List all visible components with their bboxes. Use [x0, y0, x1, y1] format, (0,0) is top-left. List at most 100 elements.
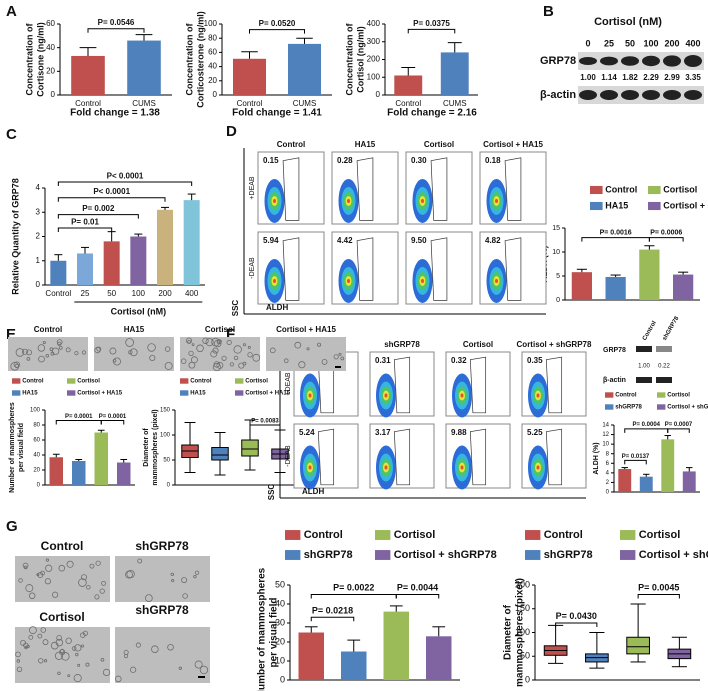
cell [22, 562, 29, 569]
cell [294, 341, 302, 349]
x-tick-label: 25 [81, 289, 90, 298]
y-tick-label: 50 [520, 651, 530, 661]
cell [211, 337, 220, 347]
flow-percent: 0.15 [263, 156, 279, 165]
legend-swatch [67, 390, 76, 396]
lane-label: 25 [604, 38, 614, 48]
legend-label: Control [544, 529, 583, 541]
legend-label: Control [304, 529, 343, 541]
panel-label: F [226, 326, 235, 343]
bar [233, 58, 266, 95]
cell [283, 358, 289, 364]
y-axis-label: per visual field [269, 597, 280, 667]
p-value: P= 0.0137 [622, 454, 650, 460]
band [636, 346, 652, 352]
image-label: Cortisol + HA15 [276, 325, 336, 334]
cell [16, 666, 23, 672]
bar [426, 636, 452, 680]
x-tick-label: 200 [158, 289, 172, 298]
cell [178, 666, 183, 670]
y-tick-label: 4 [36, 183, 41, 192]
y-tick-label: 50 [163, 458, 170, 464]
p-value: P= 0.0218 [312, 605, 353, 615]
cell [147, 343, 156, 352]
flow-column-label: Control [277, 140, 305, 149]
cell [28, 626, 37, 635]
cell [15, 651, 21, 658]
cell [233, 355, 239, 361]
cell [51, 347, 60, 355]
legend-swatch [12, 378, 21, 384]
y-axis-label: Concentration of [344, 23, 354, 96]
bar [117, 462, 131, 485]
cell [38, 658, 44, 664]
flow-column-label: Cortisol + HA15 [483, 140, 543, 149]
cell [167, 643, 174, 651]
flow-events [421, 278, 424, 283]
flow-x-axis: ALDH [302, 487, 324, 496]
band [621, 90, 639, 100]
panel-label: G [6, 518, 18, 535]
significance-bracket [555, 622, 598, 627]
legend-label: Cortisol [667, 393, 690, 399]
band [656, 377, 672, 383]
x-axis-label: Cortisol (nM) [111, 306, 167, 316]
band [600, 56, 618, 66]
flow-events [421, 198, 424, 203]
flow-events [384, 465, 388, 470]
flow-events [495, 278, 498, 283]
bar [77, 253, 93, 285]
cell [82, 630, 88, 636]
band [621, 56, 639, 66]
cell [56, 339, 63, 346]
flow-y-axis: SSC [267, 484, 276, 501]
flow-events [347, 278, 350, 283]
y-tick-label: 100 [515, 627, 530, 637]
cell [45, 564, 53, 572]
y-tick-label: 80 [208, 33, 217, 42]
micrograph [94, 337, 174, 371]
cell [317, 342, 322, 347]
flow-percent: 9.50 [411, 236, 427, 245]
cell [101, 580, 106, 586]
y-tick-label: 0 [37, 483, 41, 489]
legend-swatch [180, 378, 189, 384]
micrograph [8, 337, 88, 371]
cell [95, 560, 101, 566]
cell [145, 594, 153, 602]
cell [194, 570, 200, 575]
y-tick-label: 200 [367, 55, 381, 64]
legend-label: Cortisol + shGRP78 [394, 549, 497, 561]
flow-column-label: shGRP78 [384, 340, 420, 349]
legend-swatch [285, 550, 301, 560]
y-tick-label: 150 [160, 408, 171, 414]
p-value: P= 0.0044 [397, 583, 438, 593]
legend-swatch [605, 392, 614, 398]
blot-quant: 3.35 [685, 73, 701, 82]
cell [181, 577, 188, 584]
band [684, 55, 702, 67]
cell [191, 343, 195, 347]
legend-swatch [180, 390, 189, 396]
p-value: P= 0.002 [82, 204, 115, 213]
bar [618, 469, 632, 492]
flow-events [308, 465, 312, 470]
significance-bracket [407, 28, 456, 34]
bar [639, 476, 653, 492]
cell [242, 343, 246, 347]
y-tick-label: 2 [606, 480, 610, 486]
scale-bar [335, 366, 341, 368]
bar [639, 249, 660, 300]
cell [58, 564, 66, 572]
significance-bracket [249, 29, 305, 34]
bar [383, 611, 409, 680]
flow-column-label: HA15 [355, 140, 376, 149]
y-axis-label: Relative Quantity of GRP78 [10, 178, 20, 295]
cell [123, 653, 129, 659]
fold-change: Fold change = 1.41 [232, 108, 322, 119]
cell [73, 674, 82, 683]
legend-label: Control [190, 379, 212, 385]
y-axis-label: Concentration of [184, 23, 194, 96]
y-tick-label: 40 [208, 62, 217, 71]
flow-events [347, 198, 350, 203]
